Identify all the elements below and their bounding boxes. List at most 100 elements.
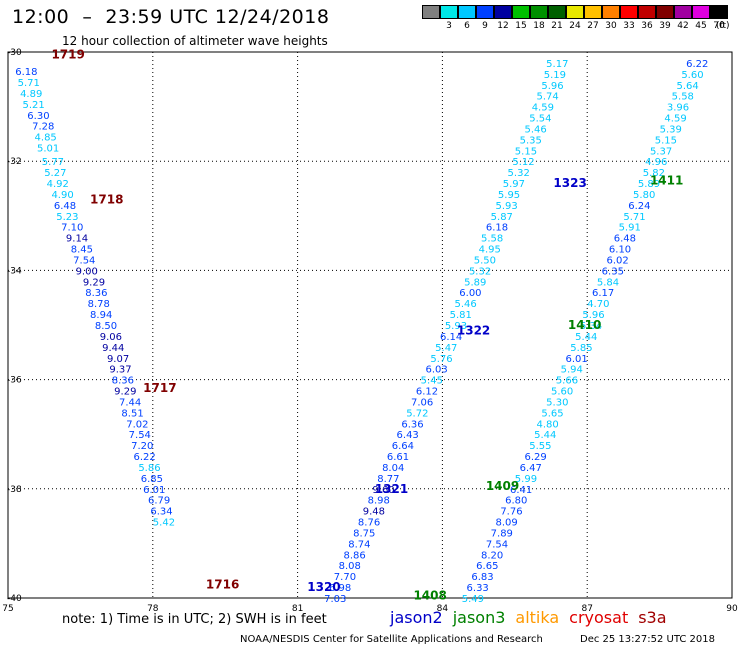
color-scale-label: 15 — [515, 21, 527, 31]
wave-height-label: 6.03 — [426, 365, 448, 376]
color-scale-swatch — [458, 5, 476, 19]
wave-height-label: 3.96 — [667, 103, 689, 114]
color-scale-swatch — [476, 5, 494, 19]
wave-height-label: 9.44 — [102, 343, 124, 354]
satellite-legend-entry: jason2 — [390, 608, 443, 627]
x-tick-label: 87 — [581, 604, 592, 614]
color-scale-label: 24 — [569, 21, 581, 31]
wave-height-label: 5.89 — [464, 277, 486, 288]
color-scale-label: 33 — [623, 21, 635, 31]
wave-height-label: 9.37 — [109, 365, 131, 376]
wave-height-label: 4.59 — [664, 114, 686, 125]
wave-height-label: 5.50 — [474, 255, 496, 266]
wave-height-label: 6.47 — [520, 463, 542, 474]
wave-height-label: 5.42 — [153, 518, 175, 529]
wave-height-label: 7.02 — [126, 419, 148, 430]
satellite-legend-entry: cryosat — [569, 608, 629, 627]
pass-number-label: 1411 — [650, 173, 683, 187]
color-scale-label: 9 — [482, 21, 488, 31]
wave-height-label: 6.85 — [141, 474, 163, 485]
wave-height-label: 6.02 — [607, 255, 629, 266]
wave-height-label: 7.10 — [61, 223, 83, 234]
color-scale-label: 21 — [551, 21, 563, 31]
x-tick-label: 84 — [437, 604, 449, 614]
wave-height-label: 5.65 — [541, 408, 563, 419]
color-scale-label: 36 — [641, 21, 653, 31]
pass-number-label: 1719 — [51, 48, 84, 62]
wave-height-label: 5.27 — [44, 168, 66, 179]
wave-height-label: 7.54 — [129, 430, 151, 441]
wave-height-label: 6.65 — [476, 561, 498, 572]
color-scale-swatch — [710, 5, 728, 19]
wave-height-label: 9.29 — [114, 387, 136, 398]
wave-height-label: 6.18 — [486, 223, 508, 234]
wave-height-label: 5.01 — [37, 144, 59, 155]
wave-height-label: 9.60 — [372, 485, 394, 496]
color-scale-label: 6 — [464, 21, 470, 31]
wave-height-label: 6.34 — [150, 507, 172, 518]
wave-height-label: 5.66 — [556, 376, 578, 387]
color-scale-swatch — [602, 5, 620, 19]
wave-height-label: 8.08 — [339, 561, 361, 572]
wave-height-label: 6.22 — [133, 452, 155, 463]
y-tick-label: -32 — [7, 157, 22, 167]
wave-height-label: 6.24 — [628, 201, 650, 212]
wave-height-label: 5.89 — [638, 179, 660, 190]
pass-number-label: 1408 — [413, 588, 446, 602]
wave-height-label: 9.07 — [107, 354, 129, 365]
x-tick-label: 81 — [292, 604, 303, 614]
color-scale-label: 30 — [605, 21, 617, 31]
wave-height-label: 5.60 — [681, 70, 703, 81]
wave-height-label: 4.59 — [532, 103, 554, 114]
color-scale-label: 27 — [587, 21, 599, 31]
color-scale-label: 70 — [713, 21, 725, 31]
satellite-legend-entry: altika — [515, 608, 560, 627]
footnote: note: 1) Time is in UTC; 2) SWH is in fe… — [62, 612, 327, 627]
wave-height-label: 5.44 — [534, 430, 556, 441]
x-tick-label: 90 — [726, 604, 738, 614]
wave-height-label: 6.14 — [440, 332, 462, 343]
color-scale-swatch — [440, 5, 458, 19]
wave-height-label: 5.55 — [529, 441, 551, 452]
wave-height-label: 7.44 — [119, 397, 141, 408]
wave-height-label: 5.17 — [546, 59, 568, 70]
wave-height-label: 7.28 — [32, 122, 54, 133]
pass-number-label: 1718 — [90, 192, 123, 206]
wave-height-label: 4.70 — [587, 299, 609, 310]
wave-height-label: 5.74 — [537, 92, 559, 103]
wave-height-label: 5.93 — [445, 321, 467, 332]
wave-height-label: 6.41 — [510, 485, 532, 496]
wave-height-label: 5.87 — [491, 212, 513, 223]
wave-height-label: 6.12 — [416, 387, 438, 398]
wave-height-label: 6.01 — [565, 354, 587, 365]
wave-height-label: 5.45 — [421, 376, 443, 387]
wave-height-label: 6.98 — [329, 583, 351, 594]
wave-height-label: 7.70 — [334, 572, 356, 583]
wave-height-label: 5.19 — [544, 70, 566, 81]
satellite-legend-entry: jason3 — [452, 608, 506, 627]
satellite-legend-entry: s3a — [638, 608, 667, 627]
wave-height-label: 8.45 — [71, 245, 93, 256]
color-scale-swatch — [512, 5, 530, 19]
wave-height-label: 4.92 — [47, 179, 69, 190]
color-scale-legend: 3 6 9 12 15 18 21 24 27 30 33 36 39 42 45 70 (ft) — [0, 0, 740, 40]
wave-height-label: 8.74 — [348, 539, 370, 550]
pass-number-label: 1410 — [568, 318, 601, 332]
wave-height-label: 6.01 — [143, 485, 165, 496]
wave-height-label: 5.85 — [570, 343, 592, 354]
wave-height-label: 5.97 — [503, 179, 525, 190]
wave-height-label: 5.82 — [643, 168, 665, 179]
wave-height-label: 5.58 — [481, 234, 503, 245]
wave-height-label: 8.51 — [121, 408, 143, 419]
wave-height-label: 5.81 — [450, 310, 472, 321]
pass-number-label: 1321 — [375, 482, 408, 496]
wave-height-label: 5.32 — [469, 266, 491, 277]
wave-height-label: 5.96 — [582, 310, 604, 321]
wave-height-label: 6.79 — [148, 496, 170, 507]
satellite-legend: jason2 jason3 altika cryosat s3a — [390, 608, 677, 627]
color-scale-swatch — [566, 5, 584, 19]
color-scale-swatch — [494, 5, 512, 19]
color-scale-swatch — [674, 5, 692, 19]
wave-height-label: 6.36 — [401, 419, 423, 430]
